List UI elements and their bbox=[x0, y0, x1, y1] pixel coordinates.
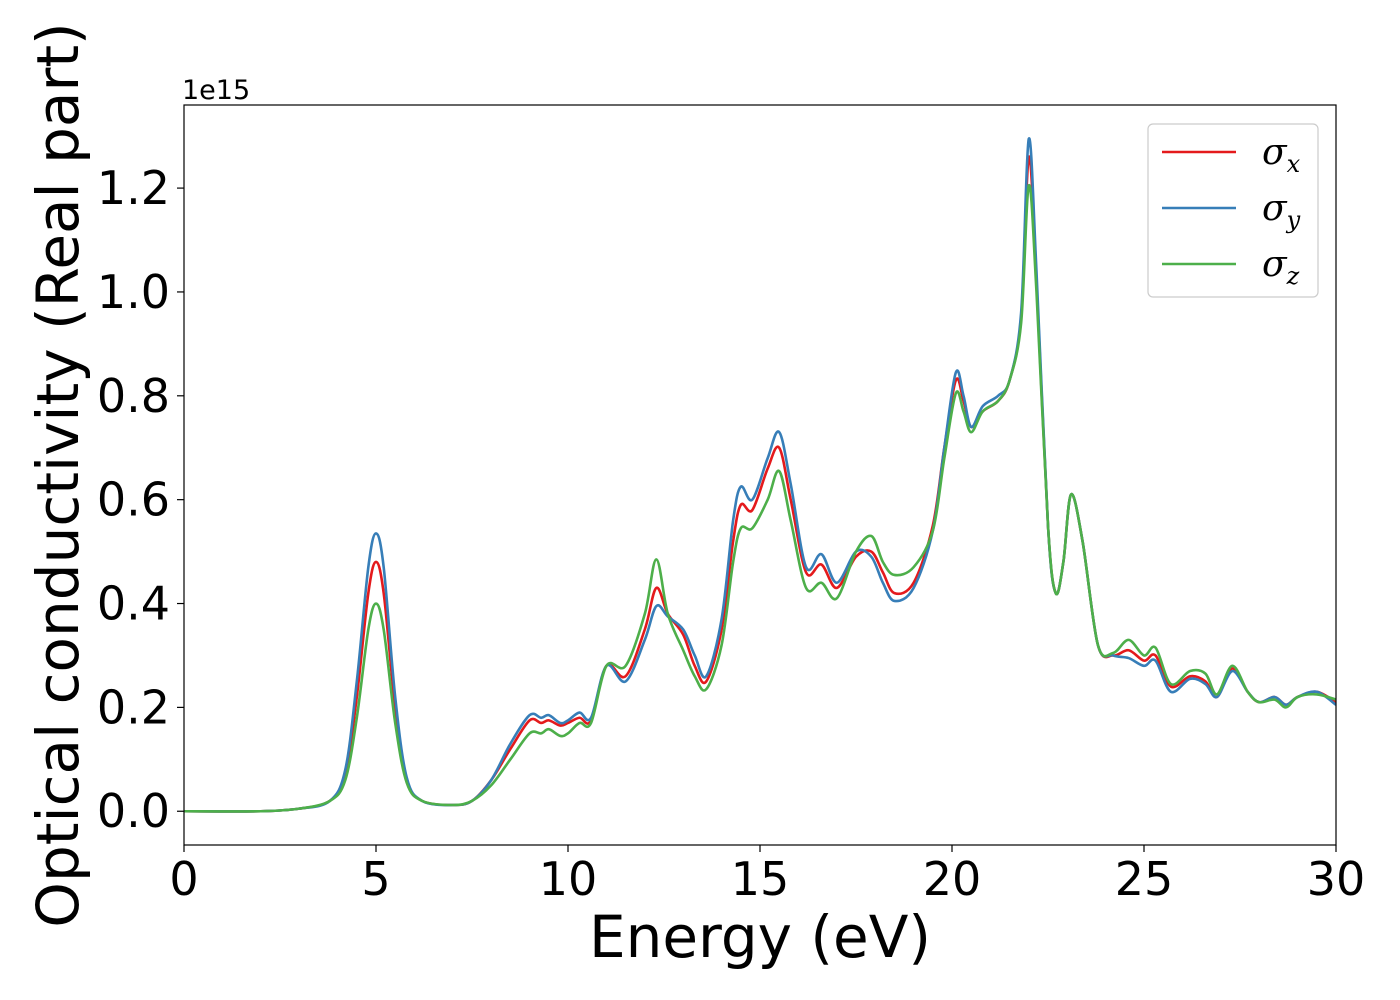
x-tick-label: 30 bbox=[1307, 852, 1366, 906]
x-tick-label: 0 bbox=[169, 852, 198, 906]
x-tick-label: 10 bbox=[539, 852, 598, 906]
x-tick-label: 15 bbox=[731, 852, 790, 906]
y-tick-label: 1.0 bbox=[97, 265, 170, 319]
y-tick-label: 0.8 bbox=[97, 369, 170, 423]
series-line-z bbox=[184, 184, 1336, 813]
y-tick-label: 1.2 bbox=[97, 161, 170, 215]
y-axis-ticks: 0.0 0.2 0.4 0.6 0.8 1.0 1.2 bbox=[97, 161, 184, 838]
legend-label-x: σx bbox=[1262, 132, 1301, 178]
series-layer bbox=[184, 137, 1336, 813]
x-tick-label: 25 bbox=[1115, 852, 1174, 906]
x-tick-label: 20 bbox=[923, 852, 982, 906]
legend-label-z: σz bbox=[1262, 244, 1300, 290]
y-tick-label: 0.2 bbox=[97, 680, 170, 734]
x-axis-label: Energy (eV) bbox=[589, 903, 931, 971]
y-tick-label: 0.4 bbox=[97, 577, 170, 631]
legend: σx σy σz bbox=[1147, 123, 1319, 298]
x-tick-label: 5 bbox=[361, 852, 390, 906]
y-axis-label: Optical conductivity (Real part) bbox=[24, 22, 92, 927]
y-offset-label: 1e15 bbox=[182, 75, 250, 106]
legend-label-y: σy bbox=[1262, 188, 1301, 234]
y-tick-label: 0.0 bbox=[97, 784, 170, 838]
y-tick-label: 0.6 bbox=[97, 473, 170, 527]
legend-box bbox=[1147, 123, 1319, 298]
x-axis-ticks: 0 5 10 15 20 25 30 bbox=[169, 845, 1365, 906]
